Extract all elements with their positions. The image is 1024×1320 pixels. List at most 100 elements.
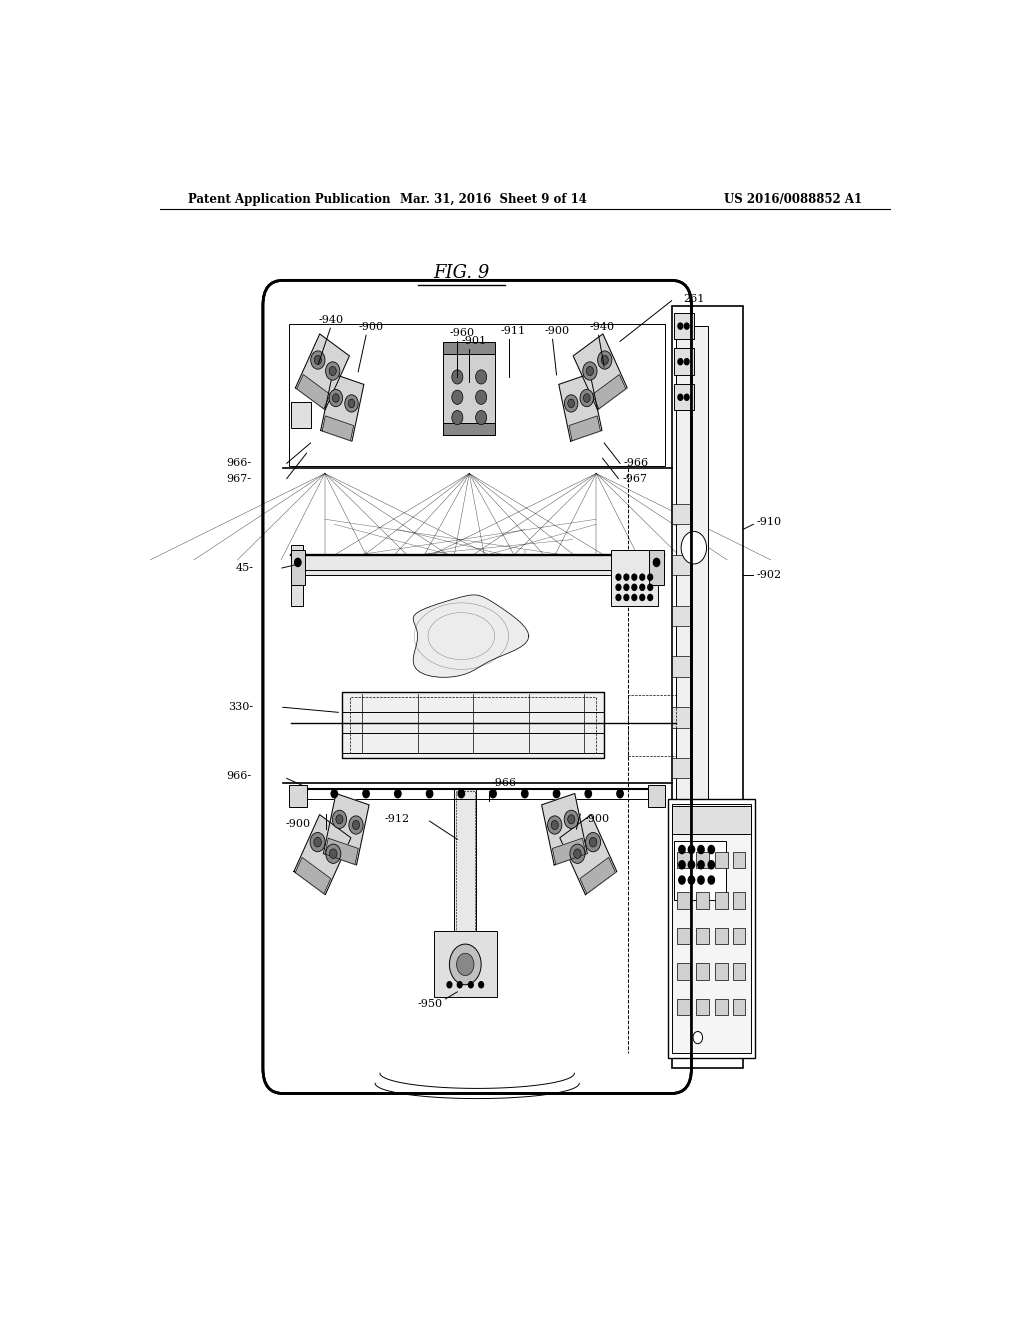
- Circle shape: [598, 351, 612, 370]
- Polygon shape: [294, 814, 351, 895]
- Bar: [674, 348, 694, 375]
- Bar: [677, 928, 690, 944]
- Bar: [610, 549, 658, 606]
- Bar: [350, 697, 596, 752]
- Circle shape: [348, 399, 355, 408]
- Bar: [715, 851, 728, 867]
- Circle shape: [564, 810, 579, 829]
- Bar: [696, 999, 709, 1015]
- Circle shape: [587, 367, 594, 376]
- Text: Patent Application Publication: Patent Application Publication: [187, 193, 390, 206]
- Bar: [696, 851, 709, 867]
- Circle shape: [489, 789, 497, 797]
- Bar: [733, 964, 745, 979]
- Circle shape: [326, 843, 341, 863]
- Circle shape: [640, 574, 645, 581]
- Circle shape: [616, 574, 621, 581]
- Circle shape: [648, 594, 652, 601]
- Bar: [673, 708, 690, 727]
- Circle shape: [450, 944, 481, 985]
- Circle shape: [521, 789, 528, 797]
- Circle shape: [333, 810, 346, 829]
- Bar: [673, 606, 690, 626]
- Polygon shape: [593, 375, 626, 409]
- Bar: [733, 851, 745, 867]
- Bar: [696, 928, 709, 944]
- Circle shape: [352, 821, 359, 829]
- Text: -900: -900: [358, 322, 383, 333]
- Circle shape: [479, 982, 483, 987]
- Circle shape: [310, 351, 325, 370]
- Bar: [673, 656, 690, 677]
- Text: -902: -902: [757, 570, 781, 579]
- Text: -950: -950: [418, 999, 442, 1008]
- Circle shape: [648, 789, 655, 797]
- Circle shape: [553, 789, 560, 797]
- Bar: [291, 469, 664, 616]
- Circle shape: [584, 393, 590, 403]
- Circle shape: [616, 585, 621, 590]
- Circle shape: [653, 558, 659, 566]
- Polygon shape: [296, 334, 349, 409]
- Circle shape: [564, 395, 578, 412]
- Text: 330-: 330-: [228, 702, 253, 713]
- Bar: [673, 758, 690, 779]
- Text: -901: -901: [461, 337, 486, 346]
- Text: -900: -900: [585, 814, 609, 824]
- Bar: [674, 384, 694, 411]
- Text: 967-: 967-: [226, 474, 251, 483]
- Bar: [456, 791, 475, 985]
- Bar: [433, 931, 497, 997]
- Circle shape: [345, 395, 358, 412]
- Polygon shape: [321, 374, 364, 441]
- Bar: [672, 805, 751, 834]
- Bar: [649, 549, 664, 585]
- Circle shape: [362, 789, 370, 797]
- Circle shape: [616, 594, 621, 601]
- Circle shape: [684, 395, 689, 400]
- Circle shape: [475, 411, 486, 425]
- Bar: [715, 892, 728, 908]
- Circle shape: [548, 816, 562, 834]
- Circle shape: [326, 362, 340, 380]
- Text: US 2016/0088852 A1: US 2016/0088852 A1: [724, 193, 862, 206]
- Circle shape: [640, 585, 645, 590]
- Bar: [289, 325, 666, 466]
- Circle shape: [458, 982, 462, 987]
- Bar: [289, 784, 306, 807]
- Bar: [628, 696, 676, 756]
- Polygon shape: [323, 416, 353, 441]
- Bar: [677, 851, 690, 867]
- Circle shape: [583, 362, 597, 380]
- Circle shape: [678, 359, 683, 364]
- Circle shape: [640, 594, 645, 601]
- Circle shape: [648, 574, 652, 581]
- Circle shape: [678, 395, 683, 400]
- Text: -966: -966: [624, 458, 649, 469]
- Circle shape: [585, 789, 592, 797]
- Circle shape: [394, 789, 401, 797]
- Circle shape: [458, 789, 465, 797]
- Circle shape: [452, 370, 463, 384]
- Circle shape: [452, 411, 463, 425]
- Bar: [672, 306, 743, 1068]
- Text: -900: -900: [545, 326, 569, 337]
- Polygon shape: [569, 416, 600, 441]
- Circle shape: [426, 789, 433, 797]
- Circle shape: [681, 532, 707, 564]
- Circle shape: [330, 849, 337, 858]
- Circle shape: [452, 391, 463, 404]
- Circle shape: [684, 359, 689, 364]
- Circle shape: [601, 355, 608, 364]
- Text: -960: -960: [450, 329, 474, 338]
- Text: -940: -940: [590, 322, 615, 333]
- Circle shape: [697, 861, 705, 869]
- Circle shape: [475, 391, 486, 404]
- Circle shape: [697, 846, 705, 854]
- Bar: [674, 841, 726, 900]
- Circle shape: [632, 594, 637, 601]
- Circle shape: [570, 843, 585, 863]
- Bar: [677, 964, 690, 979]
- Circle shape: [447, 982, 452, 987]
- Circle shape: [688, 846, 694, 854]
